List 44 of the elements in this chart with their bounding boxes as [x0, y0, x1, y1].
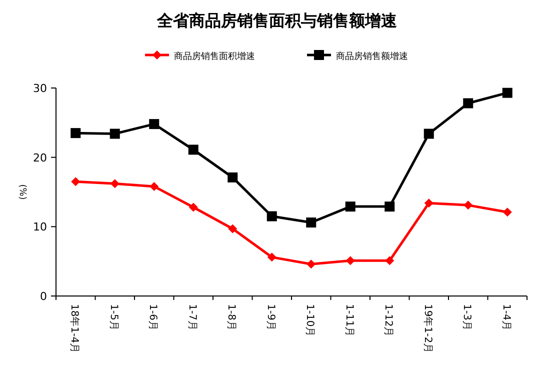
point	[110, 128, 120, 139]
x-tick-label: 19年1-2月	[422, 304, 434, 354]
x-tick-label: 1-8月	[226, 304, 237, 330]
point	[228, 172, 238, 182]
chart-title: 全省商品房销售面积与销售额增速	[156, 11, 398, 30]
point	[266, 211, 277, 222]
y-axis-title: (%)	[17, 184, 27, 200]
point	[463, 98, 474, 108]
point	[188, 202, 198, 212]
point	[71, 177, 80, 186]
point	[384, 202, 395, 212]
y-tick-label: 0	[40, 290, 47, 303]
point	[70, 128, 81, 138]
point	[346, 256, 355, 266]
x-tick-label: 1-10月	[304, 304, 316, 337]
x-tick-label: 1-9月	[264, 304, 276, 330]
point	[110, 179, 120, 188]
point	[424, 198, 434, 208]
x-tick-label: 1-7月	[186, 304, 198, 330]
point	[188, 144, 198, 155]
legend-label: 商品房销售额增速	[336, 51, 408, 62]
point	[149, 119, 160, 130]
point	[306, 218, 316, 228]
y-tick-label: 20	[33, 151, 47, 164]
x-tick-label: 1-4月	[500, 304, 512, 330]
y-tick-label: 10	[33, 220, 47, 234]
point	[267, 252, 276, 262]
point	[228, 224, 238, 234]
x-tick-label: 1-3月	[461, 304, 472, 330]
point	[502, 88, 512, 98]
point	[150, 182, 159, 191]
point	[502, 208, 512, 217]
point	[424, 128, 434, 139]
x-tick-label: 1-12月	[382, 304, 394, 337]
point	[306, 260, 316, 269]
y-tick-label: 30	[33, 82, 47, 95]
x-tick-label: 1-5月	[108, 304, 119, 330]
point	[345, 202, 356, 212]
point	[464, 200, 473, 210]
x-tick-label: 1-6月	[147, 304, 158, 330]
x-tick-label: 1-11月	[343, 304, 354, 337]
x-tick-label: 18年1-4月	[68, 304, 81, 354]
point	[385, 256, 394, 266]
legend-label: 商品房销售面积增速	[174, 51, 255, 62]
